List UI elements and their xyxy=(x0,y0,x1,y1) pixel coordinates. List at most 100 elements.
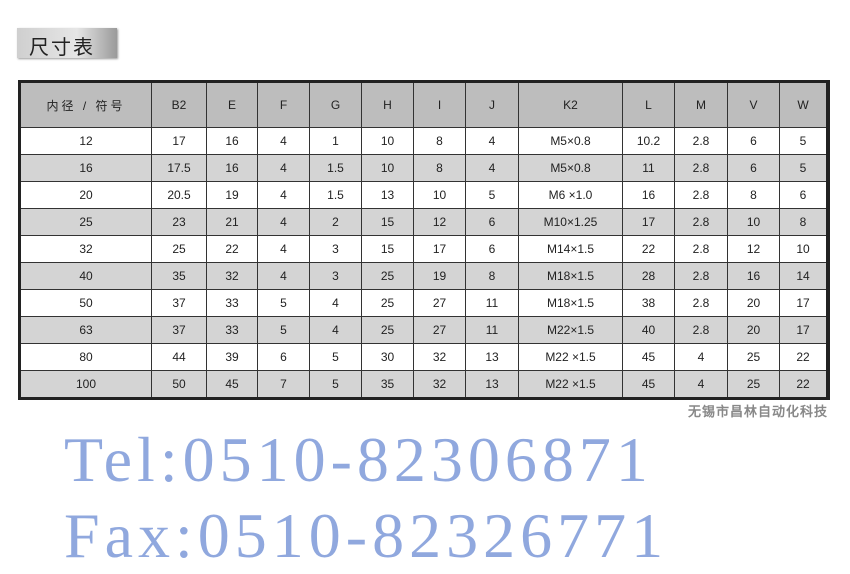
table-cell: 4 xyxy=(257,181,310,209)
column-header: W xyxy=(779,81,829,128)
table-cell: 6 xyxy=(779,181,829,209)
table-cell: 10.2 xyxy=(622,127,675,155)
table-row: 32 25 22 4 3 15 17 6 M14×1.5 22 2.8 12 10 xyxy=(19,235,829,263)
column-header: B2 xyxy=(151,81,207,128)
table-cell: 50 xyxy=(151,370,207,399)
table-cell: 80 xyxy=(19,343,152,371)
table-cell: 2.8 xyxy=(674,235,728,263)
table-cell: 37 xyxy=(151,316,207,344)
table-cell: 13 xyxy=(361,181,414,209)
table-cell: 3 xyxy=(309,235,362,263)
table-cell: 4 xyxy=(674,370,728,399)
table-cell: 16 xyxy=(727,262,780,290)
column-header: F xyxy=(257,81,310,128)
company-watermark: 无锡市昌林自动化科技 xyxy=(687,405,828,420)
table-cell: 12 xyxy=(413,208,466,236)
table-cell: 14 xyxy=(779,262,829,290)
table-cell: 16 xyxy=(206,154,258,182)
table-row: 63 37 33 5 4 25 27 11 M22×1.5 40 2.8 20 17 xyxy=(19,316,829,344)
table-cell: 8 xyxy=(413,154,466,182)
table-cell: 28 xyxy=(622,262,675,290)
table-cell: 4 xyxy=(465,154,519,182)
table-cell: 11 xyxy=(622,154,675,182)
table-cell: 35 xyxy=(151,262,207,290)
table-row: 16 17.5 16 4 1.5 10 8 4 M5×0.8 11 2.8 6 5 xyxy=(19,154,829,182)
column-header: G xyxy=(309,81,362,128)
table-cell: 4 xyxy=(465,127,519,155)
table-cell: 37 xyxy=(151,289,207,317)
table-cell: 4 xyxy=(309,289,362,317)
below-table-area: 无锡市昌林自动化科技 Tel:0510-82306871 Fax:0510-82… xyxy=(0,404,850,574)
column-header: E xyxy=(206,81,258,128)
table-cell: 25 xyxy=(361,289,414,317)
table-cell: M14×1.5 xyxy=(518,235,623,263)
table-cell: 25 xyxy=(361,316,414,344)
table-cell: 10 xyxy=(361,154,414,182)
column-header: J xyxy=(465,81,519,128)
table-cell: 6 xyxy=(465,208,519,236)
table-cell: 45 xyxy=(622,343,675,371)
table-cell: 19 xyxy=(206,181,258,209)
table-cell: 16 xyxy=(206,127,258,155)
table-cell: M18×1.5 xyxy=(518,262,623,290)
table-cell: 6 xyxy=(257,343,310,371)
table-cell: 10 xyxy=(413,181,466,209)
table-cell: 3 xyxy=(309,262,362,290)
table-cell: 32 xyxy=(206,262,258,290)
table-cell: 5 xyxy=(465,181,519,209)
table-cell: 16 xyxy=(622,181,675,209)
table-cell: 4 xyxy=(257,235,310,263)
table-cell: 8 xyxy=(779,208,829,236)
table-row: 12 17 16 4 1 10 8 4 M5×0.8 10.2 2.8 6 5 xyxy=(19,127,829,155)
table-cell: 25 xyxy=(727,370,780,399)
table-cell: 21 xyxy=(206,208,258,236)
table-cell: 25 xyxy=(19,208,152,236)
table-cell: 12 xyxy=(19,127,152,155)
table-cell: 32 xyxy=(413,343,466,371)
column-header: I xyxy=(413,81,466,128)
table-cell: 11 xyxy=(465,316,519,344)
table-cell: 23 xyxy=(151,208,207,236)
table-cell: M22 ×1.5 xyxy=(518,343,623,371)
table-cell: 30 xyxy=(361,343,414,371)
table-cell: 32 xyxy=(19,235,152,263)
table-row: 50 37 33 5 4 25 27 11 M18×1.5 38 2.8 20 17 xyxy=(19,289,829,317)
table-cell: 22 xyxy=(779,370,829,399)
column-header: M xyxy=(674,81,728,128)
table-cell: 5 xyxy=(779,127,829,155)
table-cell: 2 xyxy=(309,208,362,236)
column-header: 内径 / 符号 xyxy=(19,81,152,128)
section-title-tab: 尺寸表 xyxy=(17,28,117,59)
table-cell: 39 xyxy=(206,343,258,371)
watermark-fax: Fax:0510-82326771 xyxy=(64,500,669,571)
table-cell: 1.5 xyxy=(309,181,362,209)
table-cell: 2.8 xyxy=(674,316,728,344)
table-cell: 40 xyxy=(622,316,675,344)
table-cell: 17 xyxy=(779,289,829,317)
table-cell: 13 xyxy=(465,343,519,371)
table-cell: 6 xyxy=(727,127,780,155)
table-cell: 20 xyxy=(19,181,152,209)
table-cell: 15 xyxy=(361,208,414,236)
table-cell: 17 xyxy=(151,127,207,155)
column-header: K2 xyxy=(518,81,623,128)
table-cell: 4 xyxy=(257,154,310,182)
table-cell: 1 xyxy=(309,127,362,155)
table-cell: 10 xyxy=(779,235,829,263)
table-cell: 2.8 xyxy=(674,262,728,290)
table-cell: 20 xyxy=(727,289,780,317)
table-cell: 8 xyxy=(413,127,466,155)
table-cell: 5 xyxy=(779,154,829,182)
table-cell: 12 xyxy=(727,235,780,263)
table-cell: 10 xyxy=(361,127,414,155)
table-cell: 2.8 xyxy=(674,154,728,182)
table-cell: 38 xyxy=(622,289,675,317)
table-cell: 1.5 xyxy=(309,154,362,182)
table-cell: 33 xyxy=(206,289,258,317)
table-cell: 45 xyxy=(622,370,675,399)
table-cell: 17 xyxy=(622,208,675,236)
table-cell: 22 xyxy=(206,235,258,263)
table-cell: 5 xyxy=(309,343,362,371)
table-cell: 8 xyxy=(465,262,519,290)
table-cell: 27 xyxy=(413,316,466,344)
